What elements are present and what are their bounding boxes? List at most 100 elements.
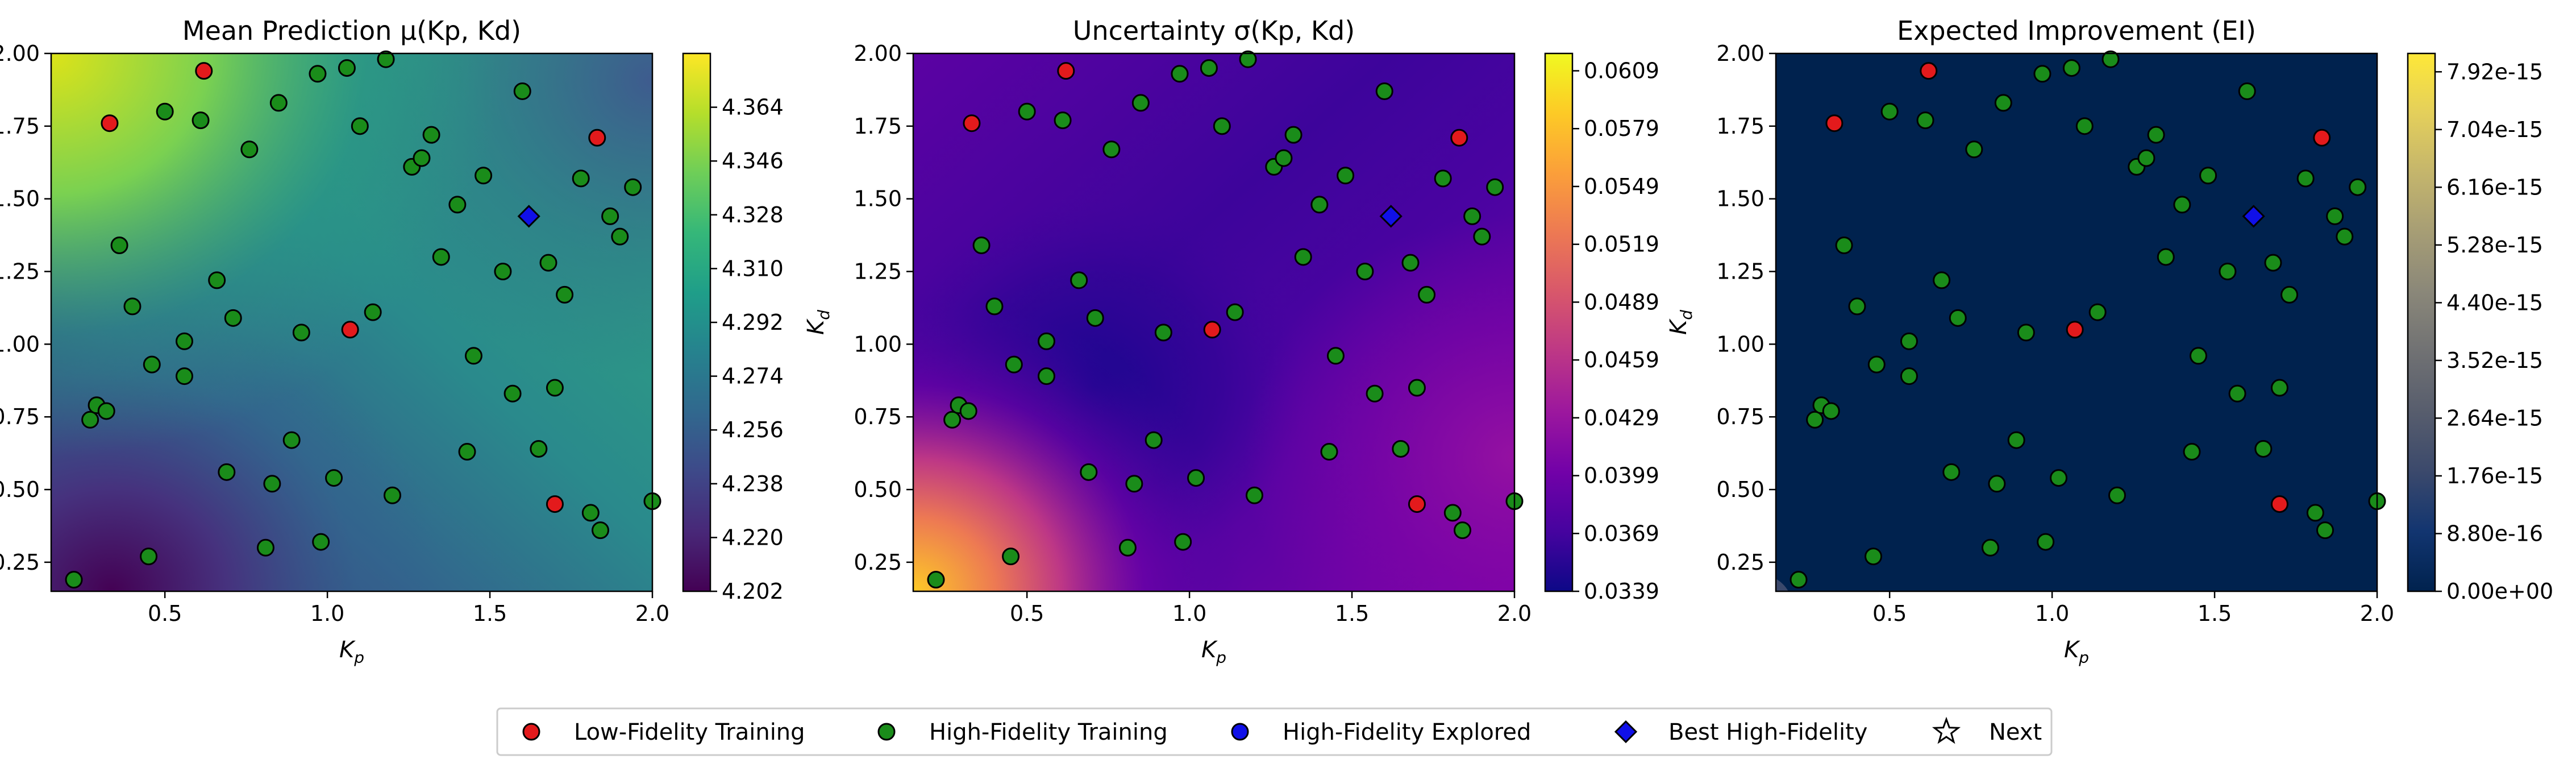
high-fidelity-point (1326, 347, 1345, 365)
high-fidelity-point (1037, 332, 1055, 350)
colorbar-tick-label: 7.92e-15 (2446, 59, 2543, 84)
high-fidelity-point (1213, 117, 1231, 135)
series-best-high-fidelity (2242, 205, 2265, 228)
y-axis-label: Kd (803, 310, 833, 335)
high-fidelity-point (383, 486, 401, 504)
series-high-fidelity-training (65, 50, 661, 589)
high-fidelity-point (1018, 102, 1036, 121)
colorbar-tick-label: 0.0489 (1584, 289, 1659, 314)
high-fidelity-point (2280, 285, 2299, 304)
high-fidelity-point (494, 263, 512, 281)
high-fidelity-point (351, 117, 369, 135)
legend-item: Best High-Fidelity (1614, 719, 1867, 745)
high-fidelity-point (624, 178, 642, 196)
colorbar-tick-label: 0.0339 (1584, 579, 1659, 604)
x-tick-label: 0.5 (1010, 601, 1044, 626)
high-fidelity-point (2270, 379, 2288, 397)
low-fidelity-point (1825, 114, 1843, 132)
legend-label: Best High-Fidelity (1668, 719, 1867, 745)
low-fidelity-point (963, 114, 981, 132)
colorbar-tick-label: 4.310 (722, 256, 784, 281)
x-tick-label: 1.5 (2198, 601, 2232, 626)
y-tick-label: 1.25 (0, 259, 40, 284)
plot-frame (1775, 52, 2378, 592)
high-fidelity-point (1806, 411, 1824, 429)
high-fidelity-point (1125, 475, 1143, 493)
legend-marker (522, 723, 540, 741)
colorbar-mean: 4.202 4.220 4.238 4.256 4.274 4.292 4.310 4.328… (682, 52, 784, 604)
high-fidelity-point (1070, 271, 1088, 289)
high-fidelity-point (1981, 538, 1999, 557)
high-fidelity-point (591, 521, 609, 540)
colorbar-tick-label: 4.40e-15 (2446, 290, 2543, 315)
high-fidelity-point (1988, 475, 2006, 493)
high-fidelity-point (1005, 355, 1023, 374)
series-best-high-fidelity (517, 205, 540, 228)
high-fidelity-point (1473, 227, 1491, 246)
high-fidelity-point (581, 504, 600, 522)
high-fidelity-point (2088, 303, 2107, 321)
colorbar-tick-label: 0.0549 (1584, 174, 1659, 199)
high-fidelity-point (2157, 248, 2175, 266)
high-fidelity-point (1310, 196, 1329, 214)
high-fidelity-point (413, 149, 431, 167)
low-fidelity-point (1408, 495, 1426, 513)
best-high-fidelity-point (517, 205, 540, 228)
legend-label: High-Fidelity Explored (1283, 719, 1531, 745)
y-tick-label: 1.75 (1716, 114, 1765, 139)
high-fidelity-point (1154, 324, 1172, 342)
high-fidelity-point (432, 248, 450, 266)
high-fidelity-point (175, 367, 193, 385)
colorbar-tick-label: 0.0579 (1584, 116, 1659, 141)
high-fidelity-point (312, 533, 330, 551)
y-tick-label: 0.50 (1716, 477, 1765, 502)
high-fidelity-point (364, 303, 382, 321)
high-fidelity-point (1187, 469, 1205, 487)
high-fidelity-point (2108, 486, 2126, 504)
best-high-fidelity-point (1379, 205, 1403, 228)
low-fidelity-point (588, 128, 606, 147)
y-tick-label: 0.50 (0, 477, 40, 502)
legend: Low-Fidelity Training High-Fidelity Train… (496, 707, 2053, 756)
high-fidelity-point (2336, 227, 2354, 246)
series-high-fidelity-training (1790, 50, 2386, 589)
colorbar-tick-label: 4.346 (722, 148, 784, 173)
high-fidelity-point (263, 475, 281, 493)
y-tick-label: 1.00 (0, 331, 40, 356)
high-fidelity-point (2101, 50, 2120, 68)
high-fidelity-point (927, 571, 945, 589)
high-fidelity-point (2264, 254, 2282, 272)
y-tick-label: 1.25 (1716, 259, 1765, 284)
high-fidelity-point (2296, 169, 2315, 188)
colorbar-tick-label: 4.256 (722, 417, 784, 442)
high-fidelity-point (2062, 59, 2080, 77)
high-fidelity-point (959, 402, 977, 420)
high-fidelity-point (2147, 126, 2165, 144)
high-fidelity-point (1867, 355, 1886, 374)
y-tick-label: 0.50 (854, 477, 902, 502)
high-fidelity-point (503, 384, 522, 403)
y-tick-label: 2.00 (0, 41, 40, 66)
y-tick-label: 1.25 (854, 259, 902, 284)
high-fidelity-point (1356, 263, 1374, 281)
high-fidelity-point (556, 285, 574, 304)
high-fidelity-point (1245, 486, 1263, 504)
best-high-fidelity-point (2242, 205, 2265, 228)
high-fidelity-point (1486, 178, 1504, 196)
high-fidelity-point (1145, 431, 1163, 449)
legend-marker (1231, 723, 1249, 741)
legend-marker (1614, 720, 1638, 744)
high-fidelity-point (2199, 167, 2217, 185)
high-fidelity-point (282, 431, 301, 449)
low-fidelity-point (1920, 62, 1938, 80)
high-fidelity-point (1320, 443, 1338, 461)
high-fidelity-point (2017, 324, 2035, 342)
colorbar-tick-label: 6.16e-15 (2446, 175, 2543, 200)
plot-frame (50, 52, 654, 592)
y-tick-label: 1.00 (1716, 331, 1765, 356)
high-fidelity-point (1200, 59, 1218, 77)
x-tick-label: 2.0 (635, 601, 669, 626)
x-tick-label: 1.5 (1335, 601, 1369, 626)
high-fidelity-point (1275, 149, 1293, 167)
x-axis-label: Kp (1201, 637, 1226, 667)
